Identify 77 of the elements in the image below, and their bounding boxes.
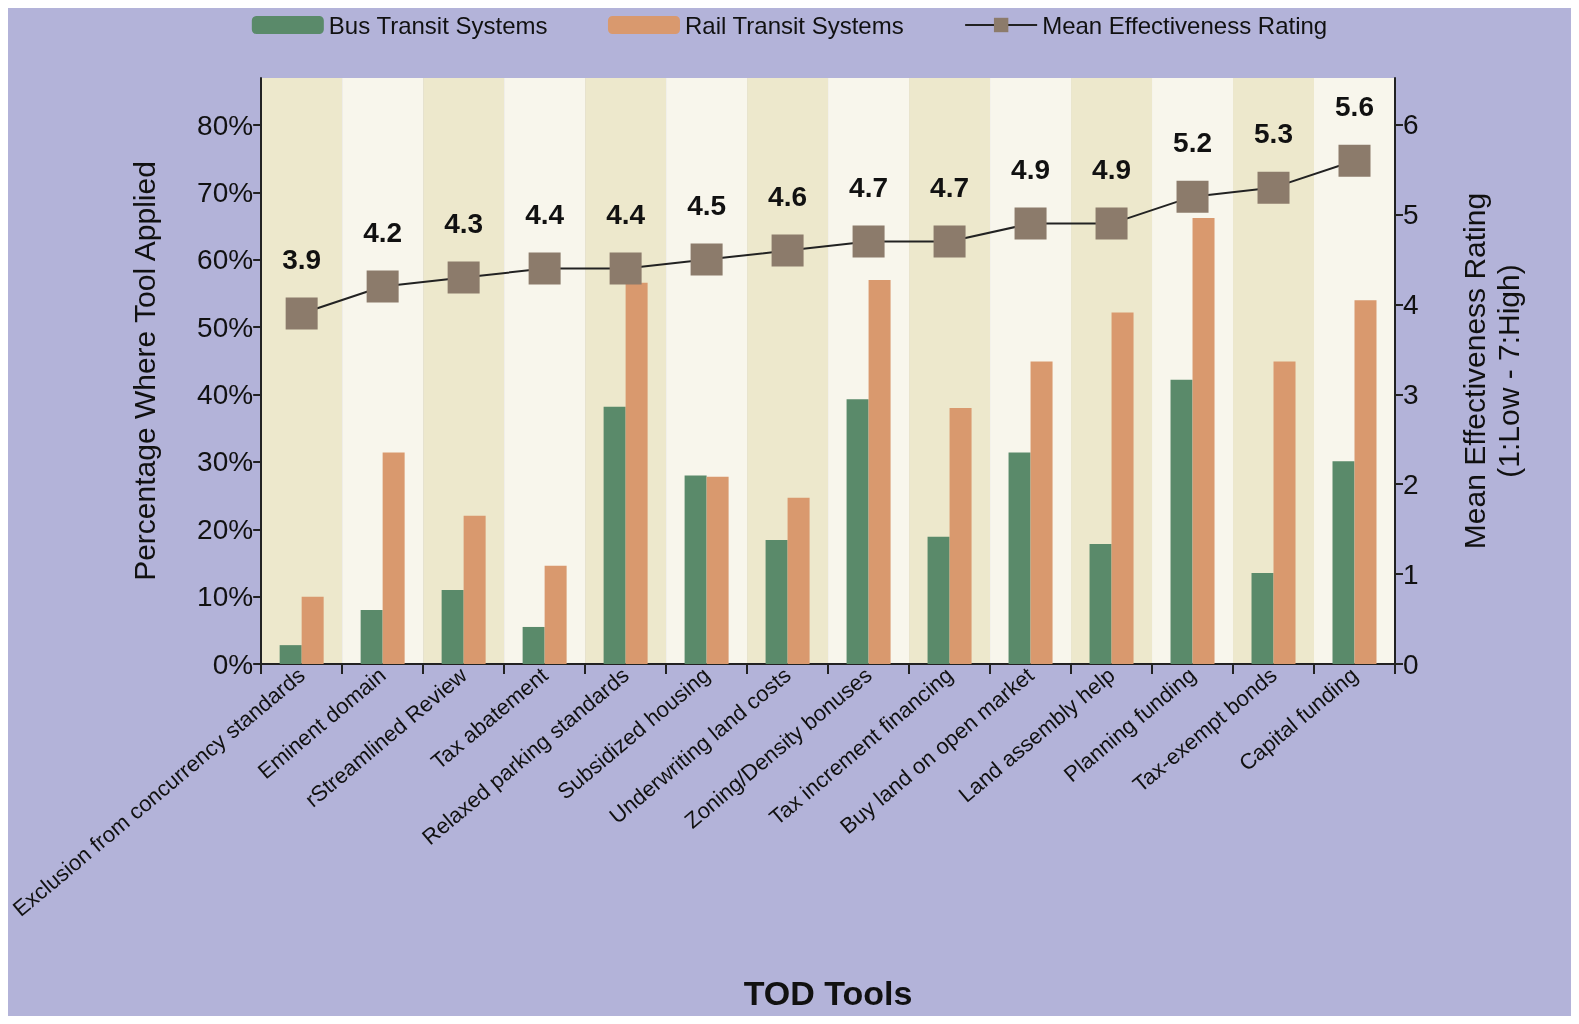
bar — [544, 565, 567, 664]
data-label: 5.3 — [1254, 118, 1293, 150]
bar — [1192, 218, 1215, 664]
legend-label: Mean Effectiveness Rating — [1042, 11, 1328, 39]
point — [528, 252, 561, 285]
bar — [927, 536, 950, 664]
data-label: 4.9 — [1011, 154, 1051, 186]
y-tick-label: 10% — [197, 581, 254, 613]
bar — [625, 282, 648, 664]
data-label: 5.6 — [1335, 91, 1374, 123]
bar — [1008, 452, 1031, 664]
y-tick-label: 70% — [197, 177, 254, 209]
bar — [765, 540, 788, 664]
data-label: 4.7 — [849, 172, 889, 204]
point — [1176, 180, 1209, 213]
bar — [684, 475, 707, 664]
x-axis-title: TOD Tools — [743, 974, 913, 1012]
point — [933, 225, 966, 258]
point — [1338, 144, 1371, 177]
y2-tick-label: 0 — [1403, 648, 1419, 680]
data-label: 4.3 — [444, 208, 484, 240]
data-label: 4.6 — [768, 181, 808, 213]
y2-tick-label: 3 — [1403, 378, 1419, 410]
bar — [1089, 544, 1112, 664]
point — [771, 234, 804, 267]
data-label: 4.9 — [1092, 154, 1132, 186]
point — [609, 252, 642, 285]
point — [852, 225, 885, 258]
data-label: 5.2 — [1173, 127, 1212, 159]
point — [1257, 171, 1290, 204]
bar — [706, 476, 729, 664]
legend-label: Rail Transit Systems — [684, 11, 904, 39]
bar — [1170, 379, 1193, 664]
point — [447, 261, 480, 294]
data-label: 4.5 — [687, 190, 727, 222]
bar — [1273, 361, 1296, 664]
bar — [603, 406, 626, 664]
y-tick-label: 60% — [197, 244, 254, 276]
data-label: 4.4 — [606, 199, 646, 231]
y-tick-label: 40% — [197, 379, 254, 411]
bar — [1251, 573, 1274, 664]
bar — [441, 589, 464, 664]
y-tick-label: 30% — [197, 446, 254, 478]
y-tick-label: 80% — [197, 109, 254, 141]
bar — [301, 596, 324, 664]
bar — [846, 399, 869, 664]
point — [1095, 207, 1128, 240]
legend-label: Bus Transit Systems — [328, 11, 548, 39]
y2-tick-label: 5 — [1403, 199, 1419, 231]
data-label: 4.7 — [930, 172, 970, 204]
y-tick-label: 20% — [197, 513, 254, 545]
bar — [382, 452, 405, 664]
bar — [279, 645, 302, 664]
data-label: 4.2 — [363, 217, 403, 249]
bar — [1354, 300, 1377, 664]
y2-tick-label: 4 — [1403, 288, 1419, 320]
bar — [463, 515, 486, 664]
point — [366, 270, 399, 303]
bar — [1111, 312, 1134, 664]
point — [1014, 207, 1047, 240]
point — [285, 297, 318, 330]
y2-tick-label: 6 — [1403, 109, 1419, 141]
y-axis-title: Percentage Where Tool Applied — [127, 161, 161, 581]
y2-axis-title: Mean Effectiveness Rating (1:Low - 7:High) — [1457, 192, 1525, 550]
data-label: 4.4 — [525, 199, 565, 231]
bar — [787, 497, 810, 664]
data-label: 3.9 — [282, 243, 322, 275]
y-tick-label: 50% — [197, 311, 254, 343]
point — [690, 243, 723, 276]
y2-tick-label: 1 — [1403, 558, 1419, 590]
bar — [1030, 361, 1053, 664]
bar — [949, 408, 972, 664]
bar — [1332, 461, 1355, 664]
y2-tick-label: 2 — [1403, 468, 1419, 500]
bar — [522, 626, 545, 664]
bar — [868, 280, 891, 664]
bar — [360, 610, 383, 664]
